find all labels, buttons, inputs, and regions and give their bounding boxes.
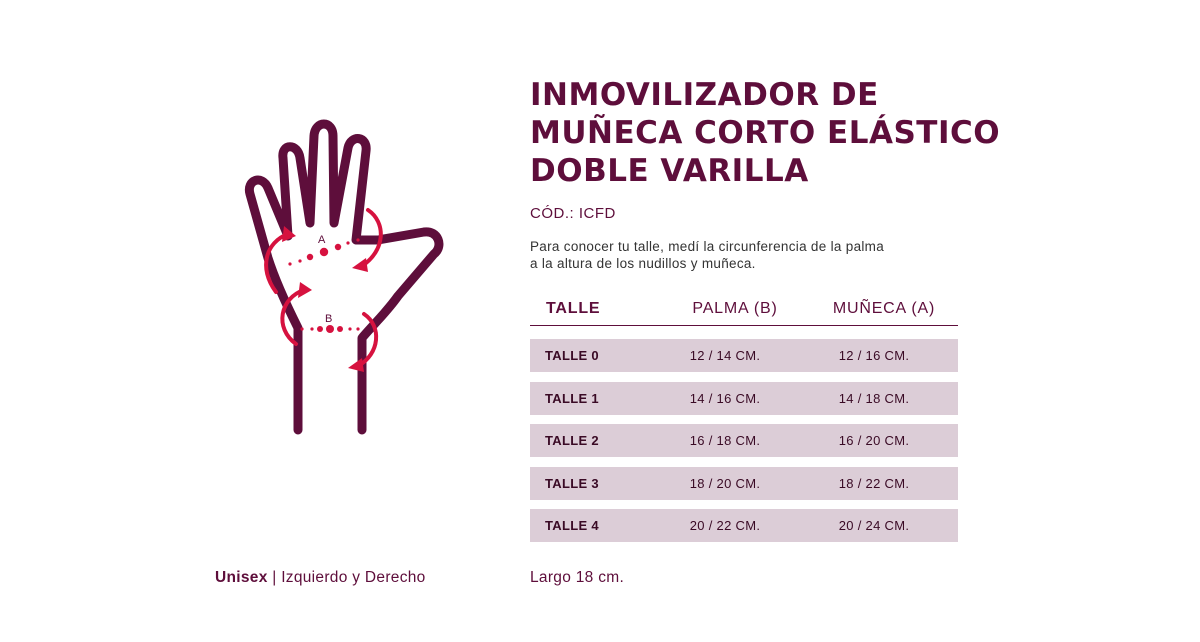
header-muneca: MUÑECA (A): [832, 299, 936, 317]
unisex-label: Unisex: [215, 569, 268, 586]
wrist-measure-line: [300, 325, 360, 333]
cell-palma: 18 / 20 CM.: [689, 475, 761, 491]
cell-talle: TALLE 3: [545, 475, 599, 491]
table-row: TALLE 4 20 / 22 CM. 20 / 24 CM.: [530, 509, 958, 542]
cell-talle: TALLE 2: [545, 433, 599, 448]
cell-muneca: 18 / 22 CM.: [838, 475, 910, 491]
title-line: MUÑECA CORTO ELÁSTICO: [530, 115, 1001, 151]
cell-talle: TALLE 0: [545, 348, 599, 363]
cell-muneca: 20 / 24 CM.: [838, 518, 910, 533]
cell-talle: TALLE 1: [545, 390, 599, 406]
size-table: TALLE PALMA (B) MUÑECA (A) TALLE 0 12 / …: [530, 292, 958, 552]
product-title: INMOVILIZADOR DE MUÑECA CORTO ELÁSTICO D…: [530, 76, 1050, 190]
palm-measure-line: [288, 238, 360, 266]
table-row: TALLE 2 16 / 18 CM. 16 / 20 CM.: [530, 424, 958, 457]
length-info: Largo 18 cm.: [530, 569, 625, 586]
product-code: CÓD.: ICFD: [530, 205, 616, 222]
title-line: DOBLE VARILLA: [530, 153, 809, 189]
table-header: TALLE PALMA (B) MUÑECA (A): [530, 292, 958, 326]
table-row: TALLE 1 14 / 16 CM. 14 / 18 CM.: [530, 381, 958, 415]
cell-palma: 20 / 22 CM.: [689, 518, 761, 533]
cell-palma: 16 / 18 CM.: [689, 433, 761, 448]
gender-side-info: Unisex | Izquierdo y Derecho: [215, 569, 426, 587]
cell-muneca: 14 / 18 CM.: [838, 390, 910, 406]
cell-palma: 12 / 14 CM.: [689, 348, 761, 363]
hand-measurement-icon: A B: [244, 119, 444, 435]
label-b: B: [325, 313, 332, 325]
table-row: TALLE 0 12 / 14 CM. 12 / 16 CM.: [530, 339, 958, 372]
cell-muneca: 12 / 16 CM.: [838, 348, 910, 363]
instructions-line: a la altura de los nudillos y muñeca.: [530, 256, 756, 271]
cell-talle: TALLE 4: [545, 518, 599, 533]
table-body: TALLE 0 12 / 14 CM. 12 / 16 CM. TALLE 1 …: [530, 339, 958, 542]
measurement-instructions: Para conocer tu talle, medí la circunfer…: [530, 238, 970, 272]
hand-measurement-illustration: A B: [238, 118, 453, 438]
title-line: INMOVILIZADOR DE: [530, 77, 879, 113]
table-row: TALLE 3 18 / 20 CM. 18 / 22 CM.: [530, 466, 958, 500]
cell-palma: 14 / 16 CM.: [689, 390, 761, 406]
separator: |: [267, 569, 282, 586]
label-a: A: [318, 234, 326, 246]
sides-label: Izquierdo y Derecho: [281, 569, 426, 586]
instructions-line: Para conocer tu talle, medí la circunfer…: [530, 239, 885, 254]
header-talle: TALLE: [546, 299, 601, 317]
header-palma: PALMA (B): [692, 299, 778, 317]
cell-muneca: 16 / 20 CM.: [838, 433, 910, 448]
